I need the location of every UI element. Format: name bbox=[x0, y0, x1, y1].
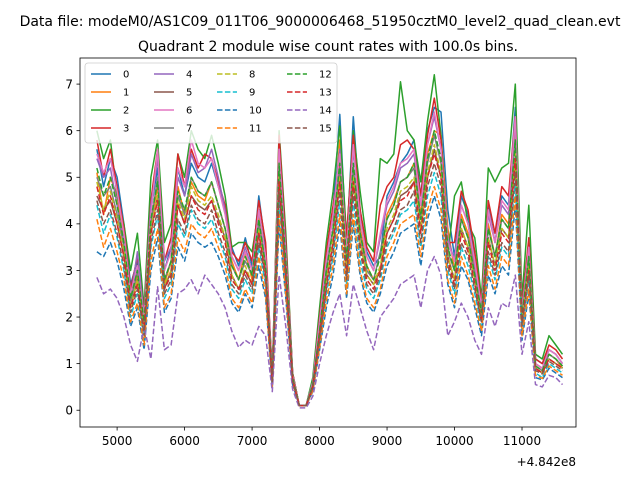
x-tick-label: 10000 bbox=[435, 434, 473, 448]
legend-label-15: 15 bbox=[319, 124, 332, 135]
series-line-11 bbox=[96, 185, 563, 407]
series-line-6 bbox=[96, 111, 564, 407]
series-layer bbox=[96, 74, 564, 409]
legend-label-9: 9 bbox=[249, 88, 255, 99]
chart-title: Quadrant 2 module wise count rates with … bbox=[138, 39, 518, 55]
y-axis: 0 1 2 3 4 5 6 7 bbox=[65, 77, 80, 418]
plot-frame bbox=[79, 57, 577, 428]
legend-label-8: 8 bbox=[249, 70, 255, 81]
legend-label-12: 12 bbox=[319, 70, 332, 81]
y-tick-label: 0 bbox=[65, 404, 73, 418]
y-tick-label: 2 bbox=[65, 310, 73, 324]
legend-label-0: 0 bbox=[123, 70, 129, 81]
y-tick-label: 4 bbox=[65, 217, 73, 231]
series-line-9 bbox=[96, 171, 563, 407]
legend-label-3: 3 bbox=[123, 124, 129, 135]
y-tick-label: 3 bbox=[65, 264, 73, 278]
legend-label-2: 2 bbox=[123, 106, 129, 117]
x-tick-label: 9000 bbox=[372, 434, 403, 448]
legend-frame bbox=[84, 62, 338, 144]
x-axis-offset-label: +4.842e8 bbox=[517, 455, 576, 469]
series-line-12 bbox=[96, 129, 564, 407]
legend-label-14: 14 bbox=[319, 106, 332, 117]
legend-label-10: 10 bbox=[249, 106, 262, 117]
series-line-10 bbox=[96, 195, 563, 407]
figure-suptitle: Data file: modeM0/AS1C09_011T06_90000064… bbox=[20, 14, 621, 30]
x-tick-label: 8000 bbox=[304, 434, 335, 448]
x-axis: 5000 6000 7000 8000 9000 10000 11000 bbox=[102, 427, 541, 448]
y-tick-label: 7 bbox=[65, 77, 73, 91]
x-tick-label: 5000 bbox=[102, 434, 133, 448]
x-tick-label: 7000 bbox=[237, 434, 268, 448]
x-tick-label: 6000 bbox=[169, 434, 200, 448]
legend-label-11: 11 bbox=[249, 124, 262, 135]
y-tick-label: 5 bbox=[65, 171, 73, 185]
x-tick-label: 11000 bbox=[503, 434, 541, 448]
legend-label-4: 4 bbox=[186, 70, 192, 81]
legend-label-7: 7 bbox=[186, 124, 192, 135]
legend-label-5: 5 bbox=[186, 88, 192, 99]
y-tick-label: 1 bbox=[65, 357, 73, 371]
legend-label-13: 13 bbox=[319, 88, 332, 99]
series-line-14 bbox=[96, 255, 564, 409]
legend-label-1: 1 bbox=[123, 88, 129, 99]
legend-label-6: 6 bbox=[186, 106, 192, 117]
y-tick-label: 6 bbox=[65, 124, 73, 138]
